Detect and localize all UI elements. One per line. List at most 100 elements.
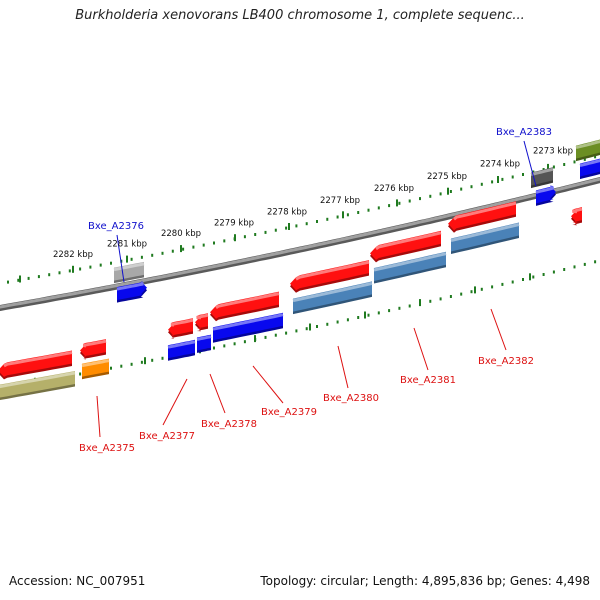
gene-highlight (535, 186, 554, 194)
minor-tick (140, 255, 143, 259)
minor-tick (243, 235, 246, 239)
minor-tick (449, 295, 452, 298)
label-leader-lines (96, 140, 537, 438)
major-tick (419, 299, 421, 307)
gene-highlight (295, 260, 370, 281)
minor-tick (140, 360, 143, 364)
minor-tick (346, 213, 349, 217)
minor-tick (89, 265, 92, 269)
minor-tick (552, 165, 555, 169)
minor-tick (68, 269, 71, 273)
minor-tick (429, 194, 432, 198)
minor-tick (213, 241, 215, 245)
minor-tick (99, 263, 102, 267)
minor-tick (501, 177, 504, 181)
leader-line (490, 308, 507, 351)
gene-label: Bxe_A2378 (201, 419, 257, 430)
major-tick (144, 357, 146, 365)
minor-tick (460, 187, 463, 191)
major-tick (474, 286, 476, 294)
leader-line (523, 140, 537, 187)
minor-tick (295, 329, 298, 333)
minor-tick (583, 157, 586, 161)
scale-label: 2277 kbp (320, 196, 360, 206)
minor-tick (79, 267, 82, 271)
minor-tick (511, 175, 514, 179)
gene-highlight (113, 262, 145, 272)
minor-tick (367, 313, 370, 317)
scale-label: 2275 kbp (427, 172, 467, 182)
minor-tick (223, 344, 226, 348)
genome-summary-text: Topology: circular; Length: 4,895,836 bp… (260, 574, 590, 588)
scale-labels: 2282 kbp 2281 kbp 2280 kbp 2279 kbp 2278 kbp… (53, 147, 573, 260)
minor-tick (470, 185, 473, 189)
minor-tick (408, 199, 411, 203)
minor-tick (110, 366, 112, 370)
major-tick (396, 199, 398, 207)
map-title: Burkholderia xenovorans LB400 chromosome… (75, 8, 525, 23)
minor-tick (429, 299, 432, 303)
gene-label: Bxe_A2381 (400, 375, 456, 386)
gene-label: Bxe_A2375 (79, 443, 135, 454)
major-tick (126, 255, 128, 263)
minor-tick (552, 270, 555, 274)
gene-highlight (116, 281, 144, 291)
minor-tick (398, 306, 401, 310)
minor-tick (367, 208, 370, 212)
scale-ticks-outer (7, 155, 597, 284)
minor-tick (377, 206, 380, 210)
major-tick (529, 273, 531, 281)
gene-label: Bxe_A2379 (261, 407, 317, 418)
gene-highlight (572, 207, 583, 214)
scale-label: 2281 kbp (107, 240, 147, 250)
minor-tick (161, 356, 164, 360)
minor-tick (110, 261, 112, 265)
scale-label: 2280 kbp (161, 229, 201, 239)
gene-highlight (579, 159, 600, 168)
minor-tick (17, 278, 20, 282)
minor-tick (264, 335, 267, 339)
minor-tick (58, 271, 61, 275)
major-tick (547, 163, 549, 171)
scale-label: 2282 kbp (53, 250, 93, 260)
minor-tick (37, 275, 40, 279)
gene-highlight (453, 201, 517, 221)
minor-tick (388, 309, 391, 313)
minor-tick (439, 192, 442, 196)
minor-tick (274, 333, 277, 337)
gene-label: Bxe_A2377 (139, 431, 195, 442)
gene-highlight (292, 281, 373, 303)
major-tick (309, 323, 311, 331)
minor-tick (305, 327, 308, 331)
minor-tick (449, 190, 452, 193)
scale-label: 2276 kbp (374, 184, 414, 194)
gene-highlight (196, 335, 212, 341)
minor-tick (388, 204, 391, 208)
major-tick (180, 245, 182, 253)
minor-tick (79, 372, 82, 376)
backbone-line (0, 177, 600, 309)
gene-highlight (212, 313, 284, 331)
major-tick (254, 335, 256, 343)
minor-tick (316, 220, 318, 223)
minor-tick (563, 163, 566, 166)
minor-tick (213, 346, 215, 350)
scale-label: 2274 kbp (480, 160, 520, 170)
gene-highlight (373, 252, 447, 272)
minor-tick (151, 358, 154, 362)
gene-highlight (167, 340, 196, 349)
minor-tick (316, 325, 318, 328)
minor-tick (408, 304, 411, 308)
gene-label: Bxe_A2383 (496, 127, 552, 138)
minor-tick (202, 243, 205, 247)
scale-label: 2278 kbp (267, 207, 307, 217)
minor-tick (501, 282, 504, 286)
major-tick (19, 275, 21, 283)
leader-line (209, 373, 226, 414)
minor-tick (336, 215, 339, 219)
gene-label: Bxe_A2380 (323, 393, 379, 404)
minor-tick (583, 262, 586, 266)
minor-tick (264, 230, 267, 234)
